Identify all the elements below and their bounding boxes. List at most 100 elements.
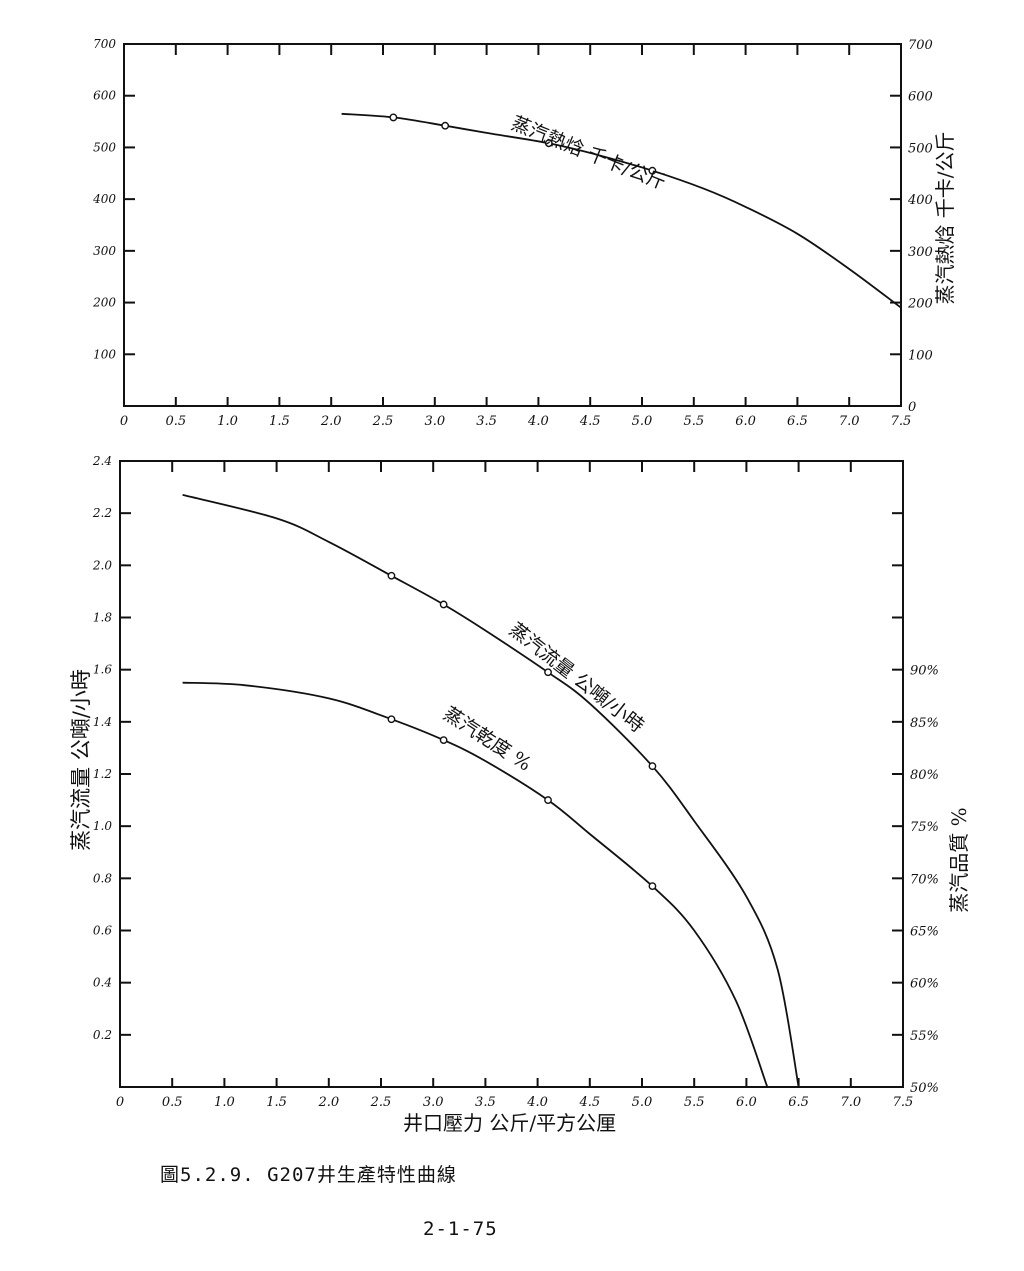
figure-caption: 圖5.2.9. G207井生產特性曲線	[160, 1164, 457, 1186]
flow-quality-series-line-0	[182, 494, 800, 1088]
quality-right-axis-title: 蒸汽品質 %	[947, 807, 971, 912]
flow-quality-y-tick-label-left: 0.8	[93, 871, 112, 885]
enthalpy-y-tick-label-right: 300	[908, 245, 933, 260]
flow-quality-series-point	[648, 762, 657, 771]
flow-quality-y-tick-label-left: 2.4	[92, 454, 112, 468]
flow-quality-series-point	[544, 668, 552, 677]
enthalpy-x-tick-label: 7.0	[839, 414, 860, 429]
flow-quality-x-tick-label: 7.5	[893, 1095, 914, 1110]
enthalpy-x-ticks: 0 0.5 1.0 1.5 2.0 2.5 3.0 3.5 4.0 4.5 5.0 5.5 6.0 6.5…	[120, 44, 911, 429]
enthalpy-y-tick-label-left: 100	[93, 347, 116, 361]
flow-left-axis-title: 蒸汽流量 公噸/小時	[69, 669, 93, 851]
enthalpy-y-tick-label-right: 600	[908, 90, 933, 105]
flow-quality-x-tick-label: 4.5	[578, 1095, 600, 1110]
enthalpy-y-tick-label-right: 200	[907, 297, 933, 312]
enthalpy-y-tick-label-left: 200	[92, 296, 116, 310]
flow-quality-y-tick-label-right: 90%	[910, 664, 939, 679]
flow-quality-y-tick-label-left: 2.2	[92, 506, 112, 520]
flow-quality-y-tick-label-left: 0.6	[93, 924, 112, 938]
enthalpy-x-tick-label: 2.5	[372, 414, 394, 429]
enthalpy-x-tick-label: 6.5	[787, 414, 808, 429]
enthalpy-x-tick-label: 0	[120, 414, 128, 429]
enthalpy-chart: 0 0.5 1.0 1.5 2.0 2.5 3.0 3.5 4.0 4.5 5.0 5.5 6.0 6.5…	[92, 37, 957, 429]
enthalpy-y-tick-label-left: 300	[93, 244, 116, 258]
enthalpy-y-tick-label-right: 0	[908, 400, 916, 415]
flow-quality-y-tick-label-right: 60%	[910, 977, 939, 992]
enthalpy-plot-frame	[123, 43, 902, 407]
enthalpy-y-tick-label-right: 400	[907, 193, 933, 208]
flow-quality-chart: 0 0.5 1.0 1.5 2.0 2.5 3.0 3.5 4.0 4.5 5.0 5.5 6.0 6.5…	[69, 454, 971, 1135]
page-number: 2-1-75	[423, 1218, 498, 1240]
flow-quality-x-tick-label: 6.0	[736, 1095, 757, 1110]
flow-quality-y-tick-label-right: 50%	[910, 1081, 939, 1096]
enthalpy-x-tick-label: 3.5	[476, 414, 497, 429]
flow-quality-y-ticks-right: 50% 55% 60% 65% 70% 75% 80% 85% 90%	[892, 460, 939, 1096]
flow-quality-y-tick-label-right: 75%	[910, 820, 939, 835]
enthalpy-x-tick-label: 5.0	[632, 414, 653, 429]
flow-quality-y-tick-label-left: 1.4	[93, 715, 112, 729]
enthalpy-y-tick-label-left: 400	[92, 192, 116, 206]
flow-quality-series-point	[387, 715, 396, 724]
enthalpy-y-ticks-left: 100 200 300 400 500 600 700	[92, 37, 135, 361]
flow-quality-y-tick-label-left: 0.2	[93, 1028, 112, 1042]
enthalpy-y-tick-label-left: 700	[93, 37, 116, 51]
flow-quality-plot-frame	[119, 460, 904, 1088]
flow-quality-x-tick-label: 6.5	[788, 1095, 809, 1110]
flow-quality-x-tick-label: 3.0	[423, 1095, 444, 1110]
flow-quality-y-tick-label-right: 85%	[910, 716, 939, 731]
flow-quality-series-point	[648, 882, 657, 891]
flow-quality-series	[182, 494, 800, 1088]
flow-quality-x-tick-label: 3.5	[475, 1095, 496, 1110]
enthalpy-series	[341, 112, 902, 309]
flow-quality-y-ticks-left: 0.2 0.4 0.6 0.8 1.0 1.2 1.4 1.6 1.8 2.0 2.2 2.4	[92, 454, 131, 1042]
flow-quality-x-tick-label: 0	[116, 1095, 124, 1110]
enthalpy-series-line-0	[341, 112, 902, 309]
pressure-x-axis-title: 井口壓力 公斤/平方公厘	[403, 1111, 616, 1135]
steam-flow-series-label: 蒸汽流量 公噸/小時	[505, 619, 648, 738]
enthalpy-x-tick-label: 7.5	[891, 414, 912, 429]
steam-dryness-series-label: 蒸汽乾度 %	[439, 703, 535, 776]
enthalpy-y-tick-label-left: 600	[93, 89, 116, 103]
flow-quality-x-tick-label: 5.5	[684, 1095, 705, 1110]
flow-quality-y-tick-label-right: 55%	[910, 1029, 939, 1044]
flow-quality-x-tick-label: 7.0	[840, 1095, 861, 1110]
flow-quality-x-tick-label: 5.0	[632, 1095, 653, 1110]
flow-quality-x-ticks: 0 0.5 1.0 1.5 2.0 2.5 3.0 3.5 4.0 4.5 5.0 5.5 6.0 6.5…	[116, 461, 913, 1110]
flow-quality-y-tick-label-left: 1.0	[93, 819, 112, 833]
enthalpy-y-tick-label-right: 100	[908, 348, 933, 363]
flow-quality-y-tick-label-right: 80%	[910, 768, 939, 783]
enthalpy-series-point	[389, 113, 398, 122]
enthalpy-x-tick-label: 6.0	[735, 414, 756, 429]
flow-quality-y-tick-label-right: 70%	[910, 872, 939, 887]
flow-quality-y-tick-label-left: 1.2	[93, 767, 112, 781]
flow-quality-series-point	[439, 600, 448, 609]
enthalpy-series-point	[441, 121, 450, 130]
enthalpy-x-tick-label: 3.0	[424, 414, 445, 429]
flow-quality-x-tick-label: 2.0	[317, 1095, 339, 1110]
enthalpy-x-tick-label: 5.5	[683, 414, 704, 429]
enthalpy-y-tick-label-right: 500	[908, 141, 933, 156]
enthalpy-y-tick-label-right: 700	[908, 38, 933, 53]
flow-quality-y-tick-label-left: 1.8	[93, 611, 112, 625]
enthalpy-y-tick-label-left: 500	[93, 140, 116, 154]
flow-quality-x-tick-label: 0.5	[162, 1095, 183, 1110]
flow-quality-series-point	[387, 571, 396, 580]
enthalpy-x-tick-label: 1.0	[217, 414, 238, 429]
enthalpy-x-tick-label: 0.5	[165, 414, 186, 429]
enthalpy-x-tick-label: 4.5	[579, 414, 601, 429]
flow-quality-x-tick-label: 1.5	[266, 1095, 287, 1110]
flow-quality-y-tick-label-right: 65%	[910, 925, 939, 940]
enthalpy-x-tick-label: 4.0	[527, 414, 549, 429]
flow-quality-x-tick-label: 2.5	[370, 1095, 392, 1110]
flow-quality-series-point	[439, 736, 448, 744]
enthalpy-x-tick-label: 2.0	[320, 414, 342, 429]
flow-quality-x-tick-label: 4.0	[526, 1095, 548, 1110]
enthalpy-series-point	[648, 166, 657, 175]
flow-quality-y-tick-label-left: 2.0	[92, 558, 112, 572]
flow-quality-series-line-1	[182, 681, 769, 1088]
flow-quality-y-tick-label-left: 1.6	[93, 663, 112, 677]
enthalpy-right-axis-title: 蒸汽熱焓 千卡/公斤	[933, 131, 957, 304]
enthalpy-series-label: 蒸汽熱焓 千卡/公斤	[508, 112, 669, 194]
flow-quality-x-tick-label: 1.0	[214, 1095, 235, 1110]
